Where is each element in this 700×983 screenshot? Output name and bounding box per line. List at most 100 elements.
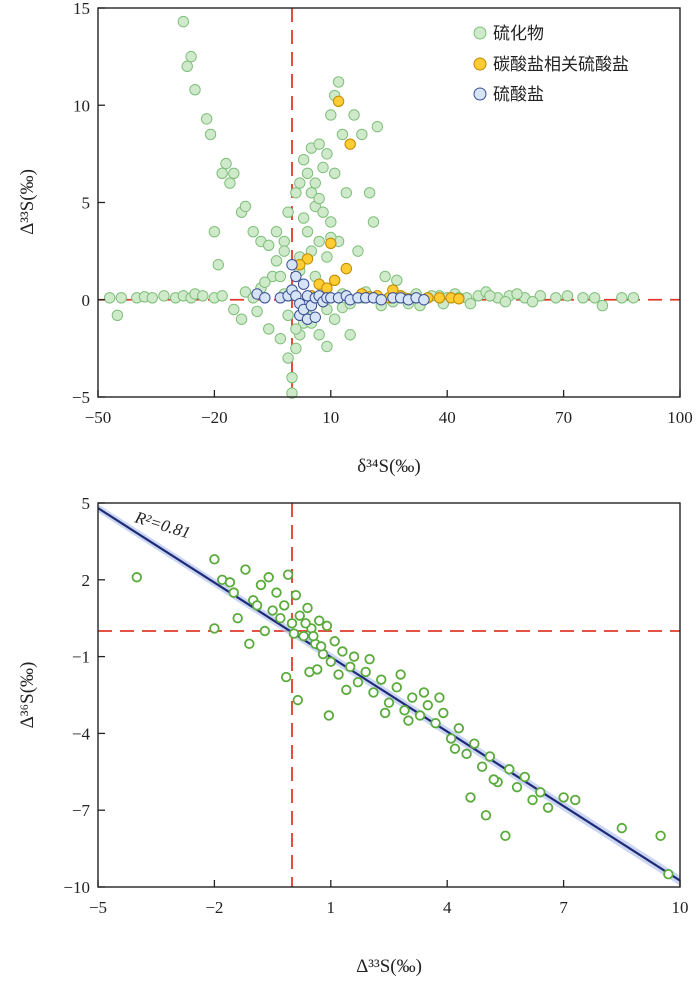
sulfide-point xyxy=(332,76,345,88)
data-point xyxy=(341,684,352,696)
top-y-axis-title: Δ³³S(‰) xyxy=(17,169,38,235)
bottom-plot-frame xyxy=(97,502,681,888)
sulfide-point xyxy=(344,329,356,341)
sulfide-point xyxy=(464,297,477,310)
legend-marker-sulfide xyxy=(473,26,487,40)
data-point xyxy=(453,723,465,734)
top-y-axis: −5 0 5 10 15 xyxy=(72,0,105,407)
data-point xyxy=(430,717,441,729)
sulfide-point xyxy=(301,225,314,238)
sulfide-point xyxy=(627,292,640,304)
sulfide-point xyxy=(259,276,271,288)
top-x-tick-label: 40 xyxy=(439,408,456,427)
sulfide-point xyxy=(282,352,294,364)
data-point xyxy=(504,764,515,775)
carbonate-sulfate-point xyxy=(325,237,337,250)
legend-label-sulfate: 硫酸盐 xyxy=(493,85,544,105)
sulfide-point xyxy=(340,187,353,199)
data-point xyxy=(209,554,220,565)
sulfate-point xyxy=(309,311,321,323)
top-points xyxy=(103,15,640,399)
data-point xyxy=(279,600,290,611)
data-point xyxy=(255,579,267,591)
sulfide-point xyxy=(526,295,539,308)
sulfide-point xyxy=(356,128,368,141)
sulfate-point xyxy=(297,278,310,290)
sulfide-point xyxy=(204,128,217,141)
carbonate-sulfate-point xyxy=(332,95,345,108)
sulfide-point xyxy=(317,206,329,218)
bot-x-tick-label: 1 xyxy=(327,898,336,917)
data-point xyxy=(228,587,240,598)
sulfate-point xyxy=(259,292,271,304)
sulfide-point xyxy=(371,120,384,133)
data-point xyxy=(267,605,278,616)
sulfide-point xyxy=(313,138,325,150)
sulfide-point xyxy=(282,206,294,218)
sulfide-point xyxy=(484,290,496,302)
data-point xyxy=(616,822,628,834)
sulfide-point xyxy=(208,225,221,238)
data-point xyxy=(558,792,569,803)
sulfide-point xyxy=(185,50,197,63)
legend-label-sulfide: 硫化物 xyxy=(493,24,544,44)
data-point xyxy=(445,733,457,744)
data-point xyxy=(288,628,300,639)
sulfide-point xyxy=(313,192,325,205)
data-point xyxy=(434,692,445,703)
carbonate-sulfate-point xyxy=(344,138,356,150)
sulfide-point xyxy=(263,323,275,335)
data-point xyxy=(449,743,461,754)
data-point xyxy=(465,792,476,803)
sulfide-point xyxy=(189,83,201,96)
sulfide-point xyxy=(278,235,290,248)
sulfide-point xyxy=(596,299,609,312)
data-point xyxy=(542,802,554,813)
bot-y-tick-label: −1 xyxy=(72,648,90,667)
bot-y-tick-label: 5 xyxy=(82,494,91,513)
top-y-tick-label: 0 xyxy=(82,291,91,310)
data-point xyxy=(476,761,488,772)
bot-y-tick-label: −10 xyxy=(63,878,90,897)
carbonate-sulfate-point xyxy=(301,253,314,265)
top-x-tick-label: 70 xyxy=(555,408,572,427)
sulfide-point xyxy=(577,292,589,304)
data-point xyxy=(407,692,418,703)
sulfide-point xyxy=(297,212,310,224)
data-point xyxy=(364,653,375,665)
sulfide-point xyxy=(158,290,170,302)
data-point xyxy=(379,707,391,719)
bottom-y-axis: −10 −7 −4 −1 2 5 xyxy=(63,494,105,897)
bottom-y-axis-title: Δ³⁶S(‰) xyxy=(17,662,38,729)
legend-marker-carbonate-sulfate xyxy=(473,57,487,71)
data-point xyxy=(511,781,523,793)
bot-x-tick-label: −5 xyxy=(89,898,107,917)
data-point xyxy=(360,666,371,678)
data-point xyxy=(418,687,430,698)
data-point xyxy=(329,636,340,647)
sulfide-point xyxy=(200,113,213,125)
bottom-x-axis: −5 −2 1 4 7 10 xyxy=(89,880,689,917)
data-point xyxy=(282,569,294,580)
sulfide-point xyxy=(251,305,263,318)
data-point xyxy=(527,794,538,806)
sulfide-point xyxy=(228,303,240,316)
sulfide-point xyxy=(328,313,341,325)
sulfide-point xyxy=(348,109,360,121)
data-point xyxy=(333,669,344,680)
data-point xyxy=(368,687,379,698)
sulfide-point xyxy=(286,371,298,384)
data-point xyxy=(280,671,292,683)
sulfide-point xyxy=(115,292,127,304)
sulfide-point xyxy=(290,187,302,199)
sulfide-point xyxy=(282,309,294,322)
sulfide-point xyxy=(263,239,275,251)
carbonate-sulfate-point xyxy=(328,274,341,286)
data-point xyxy=(323,710,335,721)
data-point xyxy=(240,564,251,575)
sulfide-point xyxy=(297,154,310,166)
top-x-axis-title: δ³⁴S(‰) xyxy=(357,456,421,477)
data-point xyxy=(224,577,236,588)
data-point xyxy=(251,600,263,611)
